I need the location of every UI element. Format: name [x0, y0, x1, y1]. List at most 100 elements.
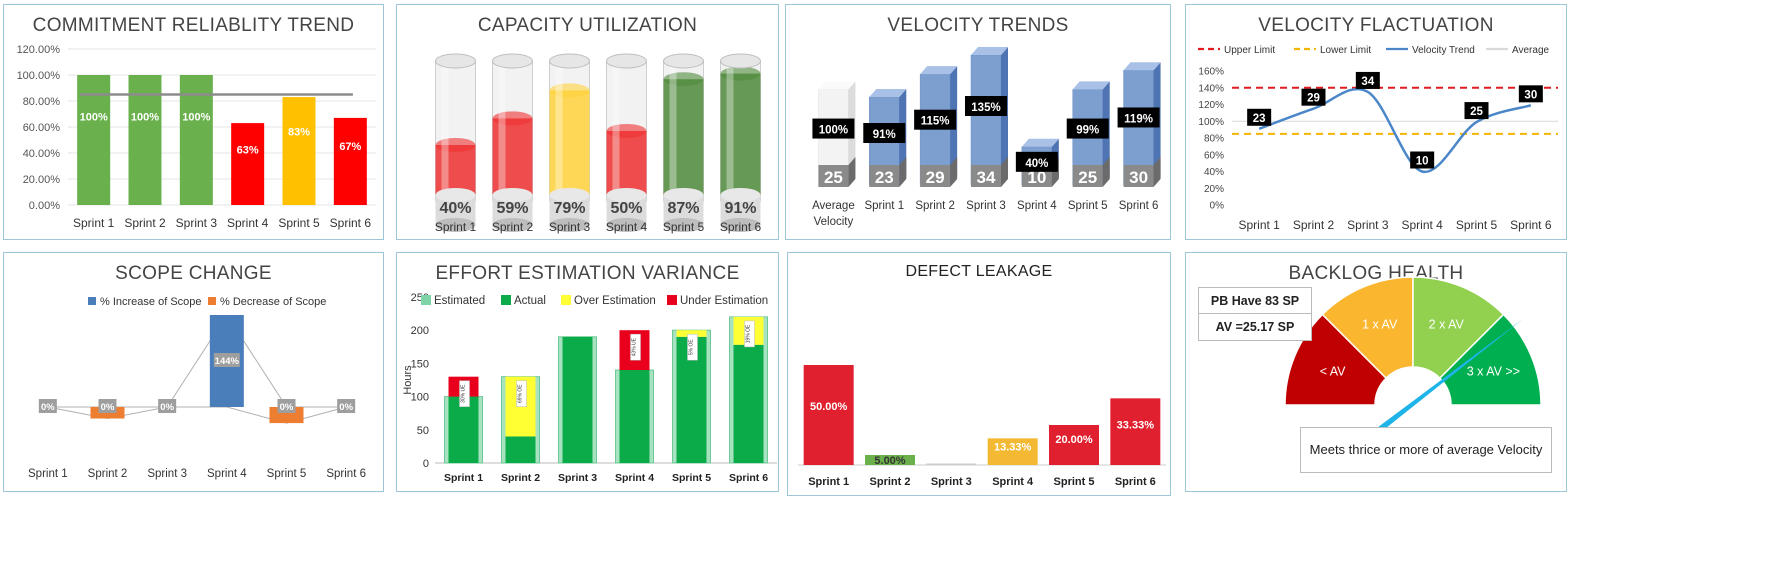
- x-tick-label: Sprint 3: [1347, 218, 1389, 232]
- cylinder-highlight: [726, 65, 734, 197]
- cylinder-cap: [663, 53, 704, 69]
- point-label: 30: [1524, 89, 1537, 101]
- fluctuation-chart: 0% 20% 40% 60% 80% 100% 120% 140% 160% 23 Sprint 1…: [1198, 45, 1558, 232]
- y-tick-label: 200: [411, 325, 429, 337]
- x-tick-label: Sprint 2: [915, 200, 955, 212]
- backlog-gauge: < AV 1 x AV 2 x AV 3 x AV >>: [1284, 276, 1542, 455]
- bar: [333, 117, 367, 205]
- scope-label: 0%: [280, 402, 294, 413]
- label-tag: [277, 399, 296, 413]
- percent-label: 100%: [819, 125, 848, 137]
- capacity-label: 40%: [439, 200, 471, 217]
- fluctuation-panel: VELOCITY FLACTUATION 0% 20% 40% 60% 80% 100% 1…: [1185, 4, 1567, 240]
- legend-label: Velocity Trend: [1412, 45, 1475, 56]
- legend-swatch: [501, 295, 511, 305]
- legend-swatch: [667, 295, 677, 305]
- x-tick-label: Sprint 2: [124, 216, 166, 230]
- x-tick-label: Sprint 1: [73, 216, 115, 230]
- legend-label: % Decrease of Scope: [220, 296, 326, 308]
- point-tag: [1464, 102, 1489, 120]
- x-tick-label: Sprint 6: [1119, 200, 1159, 212]
- point-tag: [1518, 85, 1543, 103]
- gauge-segment-label: < AV: [1320, 365, 1346, 379]
- bar-top: [1021, 138, 1059, 147]
- capacity-label: 87%: [667, 200, 699, 217]
- x-tick-label: Average: [812, 200, 855, 212]
- cylinder-bottom: [663, 218, 704, 232]
- label-tag: [337, 399, 356, 413]
- defect-label: 50.00%: [810, 401, 848, 413]
- x-tick-label: Sprint 1: [1238, 218, 1280, 232]
- defect-bar: [926, 463, 977, 465]
- legend-label: Lower Limit: [1320, 45, 1371, 56]
- cylinder-cap: [492, 53, 533, 69]
- velocity-value: 10: [1027, 168, 1046, 187]
- cylinder-bottom: [606, 218, 647, 232]
- bar-top: [1072, 81, 1110, 90]
- velocity-value: 30: [1129, 168, 1148, 187]
- defect-chart: 50.00% Sprint 1 5.00% Sprint 2 Sprint 3 13.33…: [798, 365, 1166, 488]
- legend-label: Estimated: [434, 295, 485, 307]
- x-tick-label: Sprint 3: [931, 476, 972, 488]
- y-tick-label: 0.00%: [29, 200, 60, 212]
- backlog-status-box: Meets thrice or more of average Velocity: [1300, 427, 1552, 473]
- cylinder-cap: [549, 53, 590, 69]
- cylinder-bottom: [549, 218, 590, 232]
- percent-tag: [1066, 118, 1109, 139]
- x-tick-label: Sprint 4: [207, 468, 247, 480]
- y-tick-label: 40%: [1204, 167, 1224, 178]
- percent-label: 135%: [971, 102, 1000, 114]
- x-tick-label: Sprint 1: [435, 220, 477, 234]
- cylinder-bottom: [435, 218, 476, 232]
- data-label: 67%: [339, 141, 361, 153]
- x-tick-label: Velocity: [814, 216, 854, 228]
- cylinder-base-top: [606, 188, 647, 202]
- cylinder-highlight: [555, 65, 563, 197]
- percent-tag: [812, 118, 855, 139]
- data-label: 63%: [237, 144, 259, 156]
- x-tick-label: Sprint 3: [966, 200, 1006, 212]
- defect-panel: DEFECT LEAKAGE 50.00% Sprint 1 5.00% Sprint…: [787, 252, 1171, 496]
- gauge-needle: [1346, 318, 1524, 455]
- bar-base: [818, 165, 849, 187]
- point-label: 23: [1253, 113, 1266, 125]
- y-tick-label: 20%: [1204, 184, 1224, 195]
- gauge-segment-label: 3 x AV >>: [1467, 365, 1520, 379]
- velocity-value: 23: [875, 168, 894, 187]
- x-tick-label: Sprint 4: [606, 220, 648, 234]
- y-axis-label: Hours: [402, 365, 414, 395]
- data-label: 100%: [182, 112, 210, 124]
- x-tick-label: Sprint 2: [88, 468, 128, 480]
- gauge-segment: [1412, 276, 1505, 380]
- legend-swatch: [561, 295, 571, 305]
- velocity-trend-line: [1258, 87, 1532, 173]
- x-tick-label: Sprint 1: [28, 468, 68, 480]
- cylinder-base-top: [492, 188, 533, 202]
- defect-bar: [865, 455, 915, 465]
- y-tick-label: 50: [417, 425, 429, 437]
- cylinder-bottom: [492, 218, 533, 232]
- x-tick-label: Sprint 4: [615, 472, 654, 484]
- cylinder-highlight: [669, 65, 677, 197]
- x-tick-label: Sprint 6: [326, 468, 366, 480]
- cylinder-fill-top: [663, 72, 704, 87]
- point-tag: [1410, 151, 1435, 169]
- defect-label: 33.33%: [1117, 419, 1155, 431]
- velocity-chart: 25 100% Average Velocity 23 91% Sprint 1 29 115%…: [812, 47, 1161, 228]
- x-tick-label: Sprint 5: [663, 220, 705, 234]
- x-tick-label: Sprint 5: [1054, 476, 1095, 488]
- percent-tag: [914, 109, 957, 130]
- cylinder-cap: [720, 53, 761, 69]
- x-tick-label: Sprint 4: [1017, 200, 1057, 212]
- bar-top: [920, 66, 958, 75]
- x-tick-label: Sprint 6: [330, 216, 372, 230]
- x-tick-label: Sprint 3: [176, 216, 218, 230]
- label-tag: [98, 399, 117, 413]
- capacity-chart: 40% Sprint 1 59% Sprint 2 79% Sprint 3 50% Spri…: [435, 53, 762, 234]
- capacity-label: 79%: [553, 200, 585, 217]
- cylinder-highlight: [612, 65, 620, 197]
- x-tick-label: Sprint 1: [444, 472, 483, 484]
- label-tag: [38, 399, 57, 413]
- cylinder-fill-top: [606, 124, 647, 138]
- actual-bar: [562, 336, 593, 463]
